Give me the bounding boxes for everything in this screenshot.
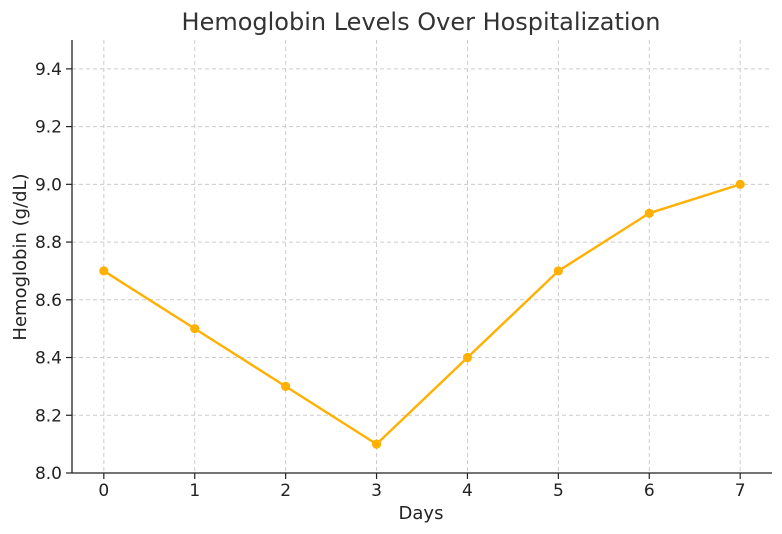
- series-group: [99, 179, 745, 449]
- data-point: [735, 179, 745, 189]
- series-line: [103, 183, 741, 446]
- data-point: [99, 266, 109, 276]
- x-tick-label: 4: [462, 481, 473, 501]
- y-tick-label: 9.0: [35, 175, 62, 195]
- chart-title: Hemoglobin Levels Over Hospitalization: [182, 8, 661, 36]
- data-point: [644, 208, 654, 218]
- grid: [72, 40, 772, 473]
- y-tick-label: 8.2: [35, 406, 62, 426]
- y-tick-label: 9.2: [35, 118, 62, 138]
- data-point: [371, 439, 382, 449]
- y-tick-label: 9.4: [35, 60, 62, 80]
- y-tick-label: 8.4: [35, 349, 62, 369]
- x-axis-label: Days: [399, 503, 444, 524]
- y-axis-label: Hemoglobin (g/dL): [10, 173, 31, 340]
- y-tick-label: 8.0: [35, 464, 62, 484]
- x-tick-label: 0: [98, 481, 109, 501]
- x-tick-label: 3: [371, 481, 382, 501]
- y-ticks: 8.0 8.2 8.4 8.6 8.8 9.0 9.2 9.4: [35, 60, 72, 484]
- data-point: [190, 324, 200, 334]
- x-tick-label: 5: [553, 481, 564, 501]
- x-tick-label: 7: [735, 481, 746, 501]
- data-point: [462, 352, 473, 363]
- x-tick-label: 2: [280, 481, 291, 501]
- y-tick-label: 8.8: [35, 233, 62, 253]
- x-tick-label: 1: [189, 481, 200, 501]
- y-tick-label: 8.6: [35, 291, 62, 311]
- x-tick-label: 6: [644, 481, 655, 501]
- x-ticks: 0 1 2 3 4 5 6 7: [98, 473, 746, 501]
- data-point: [281, 381, 291, 391]
- data-point: [553, 266, 563, 276]
